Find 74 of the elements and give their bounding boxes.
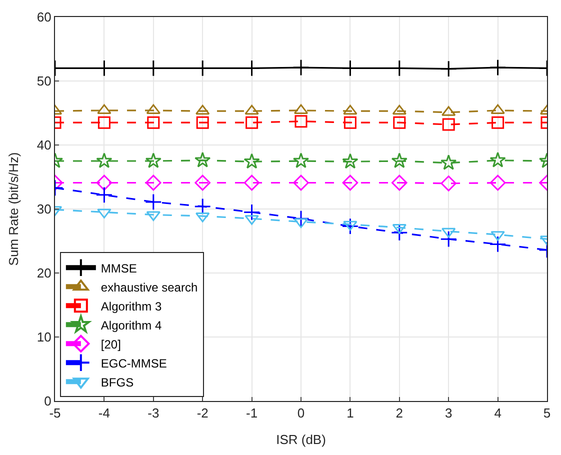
point (392, 104, 406, 115)
point (390, 224, 408, 242)
point (343, 104, 358, 115)
point (393, 116, 406, 129)
x-tick-label: -5 (49, 406, 61, 421)
point (246, 116, 258, 129)
y-tick-label: 50 (36, 74, 52, 89)
legend-label: exhaustive search (100, 280, 198, 294)
point (244, 174, 260, 191)
point (243, 204, 260, 221)
point (244, 104, 259, 115)
point (96, 152, 112, 168)
point (342, 153, 358, 169)
x-axis-title: ISR (dB) (276, 432, 326, 448)
point (144, 194, 162, 210)
x-tick-label: 4 (494, 406, 502, 421)
point (342, 174, 358, 191)
point (244, 153, 260, 169)
x-tick-label: -3 (148, 406, 160, 421)
y-tick-label: 30 (36, 202, 52, 217)
legend-label: BFGS (100, 375, 134, 390)
point (194, 152, 211, 168)
point (147, 116, 160, 129)
point (344, 116, 356, 129)
legend-label: EGC-MMSE (100, 356, 167, 370)
point (492, 116, 504, 129)
point (292, 59, 310, 76)
point (196, 116, 209, 129)
point (98, 116, 110, 129)
point (293, 174, 309, 191)
point (391, 152, 408, 168)
point (294, 218, 308, 228)
legend-label: [20] (100, 337, 121, 352)
point (489, 59, 506, 76)
point (440, 154, 457, 170)
y-tick-label: 0 (44, 394, 52, 409)
y-axis-title: Sum Rate (bit/s/Hz) (6, 152, 21, 266)
point (96, 186, 113, 204)
point (489, 236, 506, 253)
x-tick-label: 3 (444, 406, 452, 421)
point (294, 115, 308, 128)
point (490, 174, 506, 191)
point (292, 210, 310, 228)
point (440, 176, 456, 192)
y-tick-label: 10 (36, 330, 52, 345)
y-tick-label: 40 (36, 138, 52, 153)
y-tick-label: 60 (36, 10, 52, 25)
x-tick-label: 5 (543, 406, 551, 421)
point (194, 174, 210, 191)
x-tick-label: -2 (196, 406, 208, 421)
legend-label: Algorithm 4 (100, 318, 162, 332)
x-tick-label: 0 (297, 406, 305, 421)
point (392, 174, 408, 191)
point (146, 174, 162, 191)
point (146, 211, 160, 222)
point (440, 230, 458, 248)
legend-label: MMSE (100, 261, 137, 276)
point (442, 228, 456, 238)
point (145, 152, 162, 168)
point (442, 118, 455, 131)
point (343, 220, 358, 231)
x-tick-label: -4 (98, 406, 110, 421)
legend-label: Algorithm 3 (100, 299, 162, 314)
point (292, 152, 310, 168)
x-tick-label: 2 (396, 406, 404, 421)
y-tick-label: 20 (36, 266, 52, 281)
point (96, 174, 112, 191)
x-tick-label: 1 (346, 406, 354, 421)
x-tick-label: -1 (246, 406, 258, 421)
point (342, 218, 359, 235)
point (194, 198, 212, 215)
point (440, 60, 458, 78)
point (490, 152, 506, 168)
point (196, 104, 210, 115)
